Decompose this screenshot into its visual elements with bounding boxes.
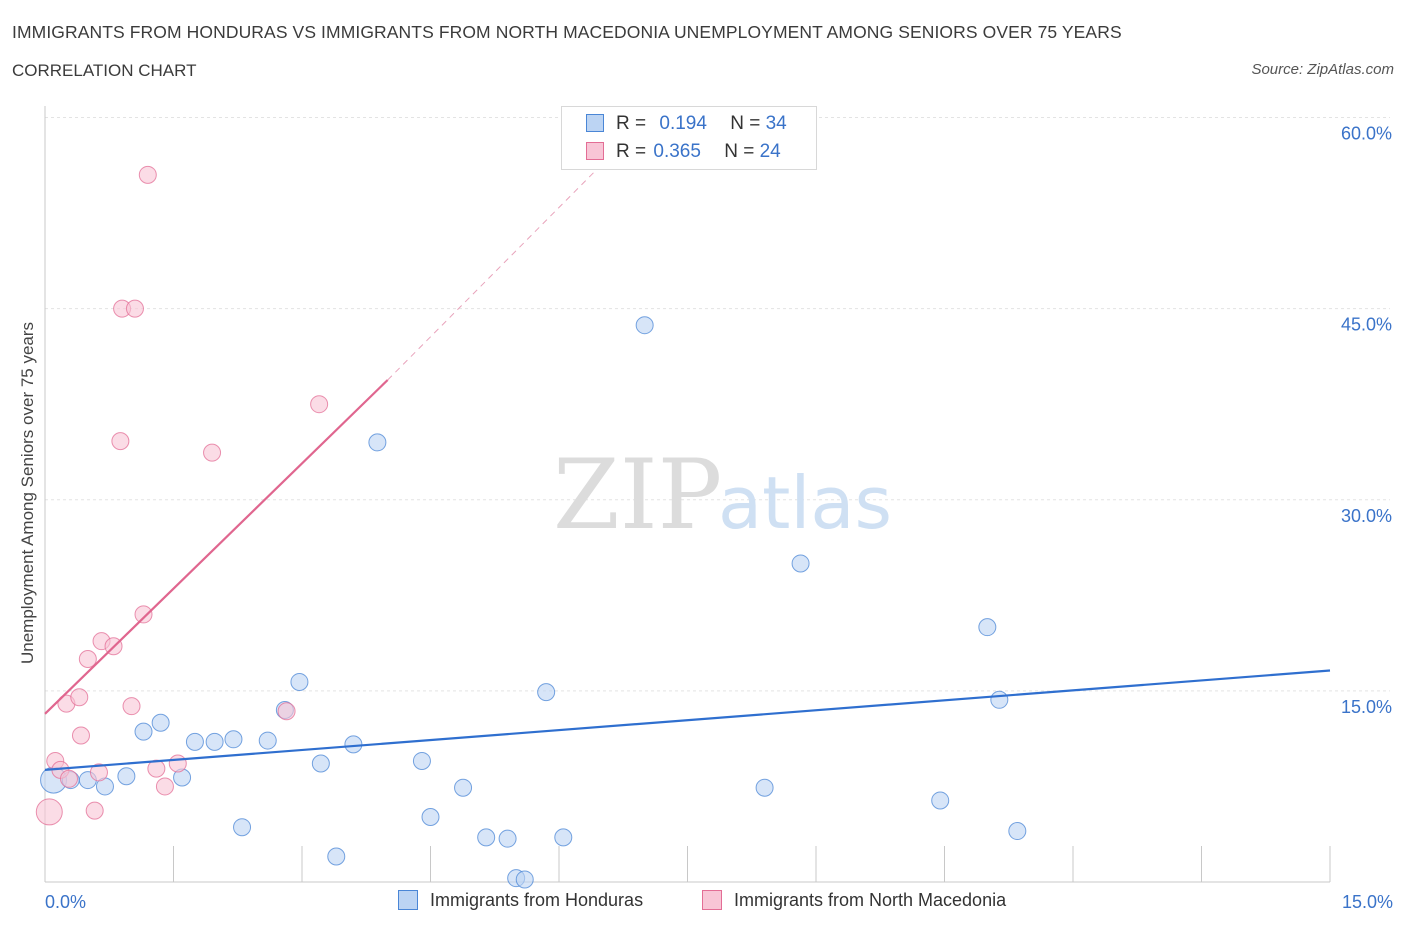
legend-r-value-north-macedonia: 0.365 [653, 141, 701, 162]
honduras-point [205, 732, 224, 751]
bottom-legend-swatch-north-macedonia [702, 890, 722, 910]
bottom-legend-label-north-macedonia: Immigrants from North Macedonia [734, 890, 1007, 910]
honduras-point [931, 791, 950, 810]
legend-r-value-honduras: 0.194 [659, 113, 707, 134]
north-macedonia-point [277, 702, 296, 721]
honduras-point [454, 778, 473, 797]
legend-n-value-honduras: 34 [765, 113, 787, 134]
honduras-point [537, 683, 556, 702]
north-macedonia-point [122, 697, 141, 716]
honduras-point [327, 847, 346, 866]
honduras-point [151, 713, 170, 732]
honduras-point [185, 732, 204, 751]
legend-n-label: N = [730, 113, 761, 134]
y-tick-label: 60.0% [1341, 124, 1392, 144]
north-macedonia-point [35, 798, 63, 826]
trend-lines [44, 155, 1331, 771]
chart-subtitle: CORRELATION CHART [12, 61, 197, 80]
legend-row-honduras: R = 0.194 N = 34 [586, 113, 787, 135]
tick-labels: 15.0% 30.0% 45.0% 60.0% 0.0% 15.0% [45, 124, 1393, 913]
north-macedonia-point [203, 443, 222, 462]
honduras-point [311, 754, 330, 773]
legend-swatch-north-macedonia [586, 142, 604, 160]
honduras-point [477, 828, 496, 847]
y-axis-label: Unemployment Among Seniors over 75 years [18, 321, 37, 665]
honduras-point [791, 554, 810, 573]
north-macedonia-point [125, 299, 144, 318]
north-macedonia-point [138, 165, 157, 184]
honduras-point [635, 316, 654, 335]
chart-title: IMMIGRANTS FROM HONDURAS VS IMMIGRANTS F… [12, 22, 1122, 42]
bottom-legend-honduras: Immigrants from Honduras [398, 890, 643, 911]
watermark-atlas: atlas [718, 461, 892, 545]
gridlines [45, 117, 1390, 692]
north-macedonia-point [71, 726, 90, 745]
honduras-point [515, 870, 534, 889]
y-tick-label: 15.0% [1341, 697, 1392, 717]
legend-r-label: R = [616, 113, 647, 134]
legend-row-north-macedonia: R = 0.365 N = 24 [586, 141, 781, 163]
north-macedonia-point [134, 605, 153, 624]
axes [44, 106, 1331, 883]
north-macedonia-point [89, 763, 108, 782]
north-macedonia-point [78, 650, 97, 669]
north-macedonia-point [310, 395, 329, 414]
legend-r-label: R = [616, 141, 647, 162]
bottom-legend-swatch-honduras [398, 890, 418, 910]
y-tick-label: 45.0% [1341, 315, 1392, 335]
north-macedonia-point [147, 759, 166, 778]
honduras-point [368, 433, 387, 452]
honduras-point [344, 735, 363, 754]
north-macedonia-point [168, 754, 187, 773]
north-macedonia-point [70, 688, 89, 707]
honduras-point [412, 751, 431, 770]
bottom-legend-label-honduras: Immigrants from Honduras [430, 890, 644, 910]
honduras-point [978, 618, 997, 637]
legend-swatch-honduras [586, 114, 604, 132]
honduras-trend-line [44, 669, 1331, 771]
y-tick-label: 30.0% [1341, 506, 1392, 526]
legend-n-value-north-macedonia: 24 [759, 141, 781, 162]
honduras-point [117, 767, 136, 786]
honduras-point [755, 778, 774, 797]
honduras-point [554, 828, 573, 847]
north-macedonia-point [111, 432, 130, 451]
honduras-point [421, 808, 440, 827]
legend-n-label: N = [724, 141, 755, 162]
stats-legend: R = 0.194 N = 34 R = 0.365 N = 24 [561, 106, 817, 170]
honduras-point [990, 690, 1009, 709]
x-tick-label: 15.0% [1342, 892, 1393, 912]
data-points [35, 165, 1027, 889]
north-macedonia-trend-extension [387, 155, 611, 381]
honduras-point [233, 818, 252, 837]
north-macedonia-point [155, 777, 174, 796]
honduras-point [290, 672, 309, 691]
x-tick-label: 0.0% [45, 892, 86, 912]
bottom-legend-north-macedonia: Immigrants from North Macedonia [702, 890, 1006, 911]
honduras-point [258, 731, 277, 750]
honduras-point [134, 722, 153, 741]
honduras-point [498, 829, 517, 848]
north-macedonia-trend-line [44, 379, 389, 715]
honduras-point [224, 730, 243, 749]
source-credit: Source: ZipAtlas.com [1251, 61, 1394, 78]
honduras-point [1008, 822, 1027, 841]
north-macedonia-point [59, 769, 78, 788]
watermark-zip: ZIP [553, 439, 722, 551]
north-macedonia-point [85, 801, 104, 820]
